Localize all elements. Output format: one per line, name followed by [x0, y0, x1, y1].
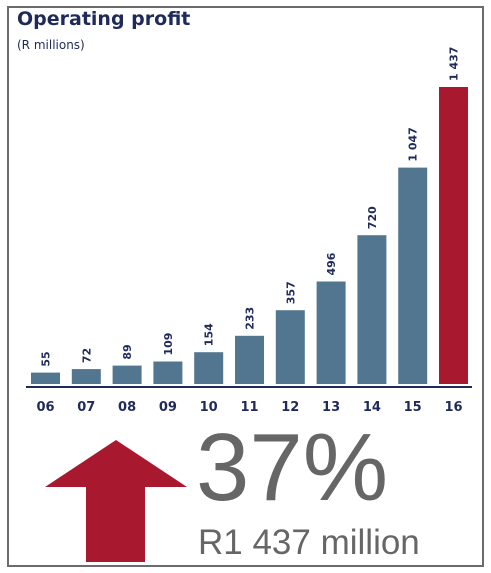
value-label: 72 [80, 348, 93, 363]
bar-16 [439, 87, 468, 384]
x-tick-label: 11 [240, 400, 258, 415]
value-label: 154 [203, 323, 216, 346]
value-label: 357 [284, 281, 297, 304]
x-tick-label: 07 [77, 400, 95, 415]
value-label: 1 047 [407, 127, 420, 161]
x-tick-label: 10 [200, 400, 218, 415]
value-label: 1 437 [448, 47, 461, 81]
up-arrow-icon [45, 440, 187, 562]
bar-06 [31, 372, 60, 384]
value-label: 89 [121, 344, 134, 359]
x-tick-label: 15 [404, 400, 422, 415]
chart-subtitle: (R millions) [17, 38, 85, 52]
bar-13 [316, 281, 346, 384]
bar-14 [357, 235, 387, 384]
value-label: 720 [366, 206, 379, 229]
bar-10 [194, 352, 224, 384]
bars-group [31, 87, 468, 384]
x-tick-label: 13 [322, 400, 340, 415]
value-label: 496 [325, 252, 338, 275]
value-labels: 55 72 89 109 154 233 357 496 720 1 047 1 437 [40, 47, 461, 367]
bar-11 [235, 335, 264, 384]
value-label: 233 [244, 307, 257, 330]
chart-title: Operating profit [17, 8, 191, 30]
x-tick-label: 08 [118, 400, 136, 415]
bar-07 [71, 369, 101, 384]
bar-09 [153, 361, 183, 384]
bar-08 [112, 365, 142, 384]
x-tick-label: 16 [444, 400, 462, 415]
value-label: 55 [40, 351, 53, 366]
bar-15 [398, 167, 428, 384]
growth-percent: 37% [196, 414, 389, 521]
growth-amount: R1 437 million [198, 523, 420, 562]
bar-12 [275, 310, 305, 384]
value-label: 109 [162, 333, 175, 356]
x-tick-label: 06 [36, 400, 54, 415]
x-tick-labels: 06 07 08 09 10 11 12 13 14 15 16 [36, 400, 462, 415]
x-tick-label: 12 [281, 400, 299, 415]
x-tick-label: 09 [159, 400, 177, 415]
x-tick-label: 14 [363, 400, 381, 415]
